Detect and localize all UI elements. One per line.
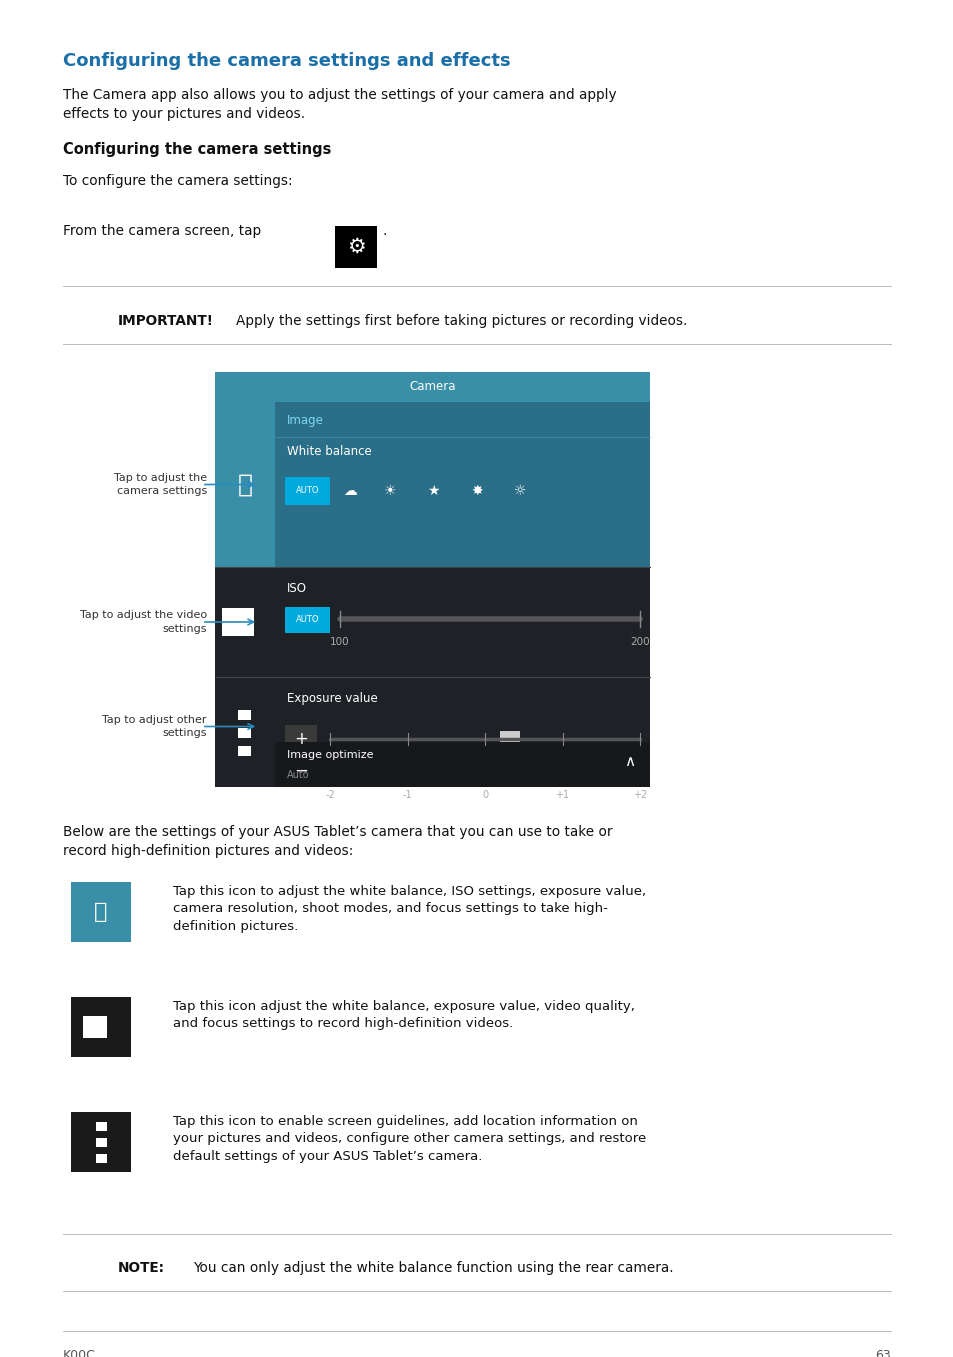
Text: Exposure value: Exposure value [287, 692, 377, 706]
Bar [274, 567, 649, 677]
Bar [285, 478, 330, 505]
Bar [274, 742, 649, 787]
Bar [214, 677, 274, 787]
Bar [285, 607, 330, 632]
Text: Below are the settings of your ASUS Tablet’s camera that you can use to take or
: Below are the settings of your ASUS Tabl… [63, 825, 612, 858]
Bar [238, 746, 252, 756]
Text: .: . [381, 224, 386, 237]
Text: AUTO: AUTO [295, 616, 319, 624]
Text: ☀: ☀ [383, 484, 395, 498]
Text: +2: +2 [632, 790, 646, 801]
Text: +1: +1 [555, 790, 569, 801]
Text: -2: -2 [325, 790, 335, 801]
Bar [285, 757, 316, 784]
Bar [335, 227, 376, 267]
Text: ☼: ☼ [514, 484, 526, 498]
Text: Image optimize: Image optimize [287, 750, 374, 760]
Bar [71, 1111, 131, 1172]
Text: K00C: K00C [63, 1349, 95, 1357]
Text: ☁: ☁ [343, 484, 356, 498]
Text: IMPORTANT!: IMPORTANT! [118, 313, 213, 328]
Text: Configuring the camera settings and effects: Configuring the camera settings and effe… [63, 52, 510, 71]
Text: +: + [294, 730, 308, 748]
Bar [95, 1122, 107, 1132]
Polygon shape [108, 1018, 124, 1035]
Text: 63: 63 [874, 1349, 890, 1357]
Bar [83, 1016, 107, 1038]
Bar [274, 677, 649, 787]
Text: 100: 100 [330, 636, 350, 647]
Bar [214, 567, 274, 677]
Text: Tap this icon to adjust the white balance, ISO settings, exposure value,
camera : Tap this icon to adjust the white balanc… [172, 885, 645, 934]
Text: −: − [294, 763, 308, 780]
Bar [95, 1139, 107, 1148]
Bar [285, 725, 316, 753]
Bar [274, 402, 649, 567]
Bar [238, 729, 252, 738]
Text: ∧: ∧ [624, 754, 635, 769]
Text: 📷: 📷 [237, 472, 253, 497]
Text: 200: 200 [630, 636, 649, 647]
Polygon shape [254, 612, 271, 632]
Text: The Camera app also allows you to adjust the settings of your camera and apply
e: The Camera app also allows you to adjust… [63, 88, 616, 121]
Text: ISO: ISO [287, 582, 307, 594]
Text: 0: 0 [481, 790, 488, 801]
Bar [274, 372, 649, 787]
Text: AUTO: AUTO [295, 487, 319, 495]
Bar [214, 372, 649, 402]
Text: -1: -1 [402, 790, 412, 801]
Text: 📷: 📷 [94, 902, 108, 921]
Text: Tap to adjust the video
settings: Tap to adjust the video settings [80, 611, 207, 634]
Text: You can only adjust the white balance function using the rear camera.: You can only adjust the white balance fu… [193, 1261, 673, 1276]
Bar [499, 731, 519, 746]
Text: Tap to adjust other
settings: Tap to adjust other settings [102, 715, 207, 738]
Text: Configuring the camera settings: Configuring the camera settings [63, 142, 331, 157]
Text: White balance: White balance [287, 445, 372, 459]
Text: Image: Image [287, 414, 323, 427]
Bar [71, 882, 131, 942]
Text: Apply the settings first before taking pictures or recording videos.: Apply the settings first before taking p… [235, 313, 687, 328]
Text: Tap this icon adjust the white balance, exposure value, video quality,
and focus: Tap this icon adjust the white balance, … [172, 1000, 634, 1030]
Text: NOTE:: NOTE: [118, 1261, 165, 1276]
Text: ⚙: ⚙ [346, 237, 365, 256]
Bar [214, 402, 274, 567]
Text: ✸: ✸ [471, 484, 482, 498]
Text: Camera: Camera [409, 380, 456, 394]
Bar [71, 997, 131, 1057]
Bar [238, 711, 252, 721]
Text: Auto: Auto [287, 769, 310, 780]
Bar [95, 1155, 107, 1163]
Text: To configure the camera settings:: To configure the camera settings: [63, 174, 293, 189]
Text: From the camera screen, tap: From the camera screen, tap [63, 224, 261, 237]
Text: Tap to adjust the
camera settings: Tap to adjust the camera settings [113, 472, 207, 497]
Bar [214, 372, 274, 787]
Text: Tap this icon to enable screen guidelines, add location information on
your pict: Tap this icon to enable screen guideline… [172, 1115, 645, 1163]
Bar [222, 608, 253, 636]
Text: ★: ★ [426, 484, 438, 498]
